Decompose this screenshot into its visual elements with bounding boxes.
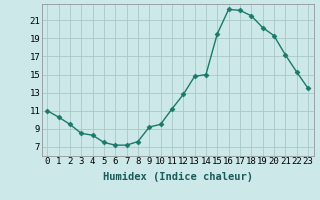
X-axis label: Humidex (Indice chaleur): Humidex (Indice chaleur)	[103, 172, 252, 182]
